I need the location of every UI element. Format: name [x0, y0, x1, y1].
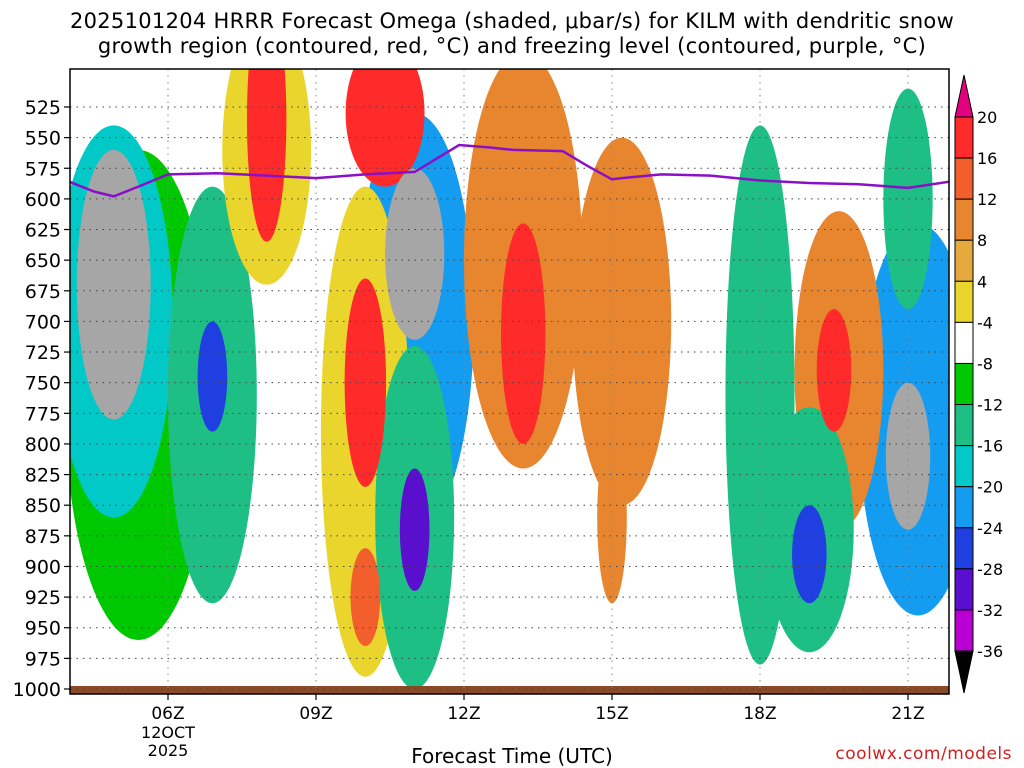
plot-frame	[69, 68, 950, 695]
omega-cell	[246, 69, 287, 242]
colorbar-segment	[954, 568, 974, 611]
y-tick-label: 625	[25, 220, 61, 242]
y-tick-label: 900	[25, 556, 61, 578]
colorbar-segment	[954, 157, 974, 200]
colorbar-label: -28	[977, 560, 1003, 579]
omega-cell	[792, 505, 827, 604]
omega-cell	[501, 223, 546, 444]
omega-cell	[883, 88, 933, 310]
colorbar-segment	[954, 198, 974, 241]
colorbar-label: 16	[977, 149, 997, 168]
y-tick-label: 800	[25, 434, 61, 456]
x-tick-year-label: 2025	[148, 741, 189, 760]
grid-lines	[70, 69, 949, 694]
y-tick-label: 550	[25, 128, 61, 150]
chart-title-line-1: 2025101204 HRRR Forecast Omega (shaded, …	[69, 9, 955, 33]
colorbar-segment	[954, 404, 974, 447]
freezing-level-line	[70, 143, 949, 198]
colorbar-bottom-arrow	[954, 650, 974, 694]
y-tick-label: 950	[25, 618, 61, 640]
colorbar-label: 8	[977, 231, 987, 250]
colorbar-label: -20	[977, 478, 1003, 497]
y-tick-label: 825	[25, 465, 61, 487]
x-tick-label: 12Z	[447, 704, 480, 724]
x-tick-label: 06Z	[151, 704, 184, 724]
colorbar-label: -8	[977, 354, 993, 373]
omega-cell	[385, 168, 445, 340]
omega-cell	[597, 431, 627, 604]
y-tick-label: 675	[25, 281, 61, 303]
colorbar-segment	[954, 321, 974, 364]
x-tick-label: 18Z	[743, 704, 776, 724]
omega-cell	[816, 309, 852, 432]
chart-title-line-2: growth region (contoured, red, °C) and f…	[97, 34, 927, 58]
colorbar-segment	[954, 527, 974, 570]
y-tick-label: 850	[25, 495, 61, 517]
y-tick-label: 775	[25, 403, 61, 425]
ground-surface	[70, 686, 949, 694]
y-tick-label: 575	[25, 158, 61, 180]
colorbar-label: -32	[977, 601, 1003, 620]
y-tick-label: 975	[25, 648, 61, 670]
colorbar-label: 4	[977, 272, 987, 291]
omega-cell	[350, 548, 381, 647]
y-axis: 525 550 575 600 625 650 675 700 725 750 775 800 825 8…	[13, 97, 70, 701]
colorbar-segment	[954, 609, 974, 652]
y-tick-label: 600	[25, 189, 61, 211]
colorbar-segment	[954, 445, 974, 488]
colorbar-top-arrow	[954, 74, 974, 118]
colorbar-segment	[954, 239, 974, 282]
colorbar-label: -4	[977, 313, 993, 332]
y-tick-label: 650	[25, 250, 61, 272]
colorbar-label: 20	[977, 108, 997, 127]
y-tick-label: 925	[25, 587, 61, 609]
colorbar-segment	[954, 116, 974, 159]
colorbar-label: 12	[977, 190, 997, 209]
colorbar: 20 16 12 8 4 -4 -8 -12 -16 -20 -24 -28 -32 -36	[954, 74, 1003, 694]
y-tick-label: 875	[25, 526, 61, 548]
x-tick-label: 21Z	[891, 704, 924, 724]
colorbar-label: -12	[977, 396, 1003, 415]
y-tick-label: 525	[25, 97, 61, 119]
y-tick-label: 700	[25, 311, 61, 333]
source-credit: coolwx.com/models	[835, 744, 1012, 764]
x-tick-label: 15Z	[595, 704, 628, 724]
x-tick-label: 09Z	[299, 704, 332, 724]
colorbar-label: -24	[977, 519, 1003, 538]
colorbar-label: -16	[977, 437, 1003, 456]
colorbar-segment	[954, 362, 974, 406]
x-axis-title: Forecast Time (UTC)	[411, 744, 613, 768]
omega-cell	[399, 468, 430, 591]
colorbar-label: -36	[977, 642, 1003, 661]
y-tick-label: 1000	[13, 679, 61, 701]
omega-cell	[345, 69, 425, 187]
colorbar-segment	[954, 280, 974, 323]
omega-cell	[76, 149, 151, 420]
x-tick-date-label: 12OCT	[141, 723, 195, 742]
y-tick-label: 750	[25, 373, 61, 395]
omega-cell	[885, 382, 931, 530]
omega-cell	[197, 321, 228, 432]
colorbar-segment	[954, 486, 974, 529]
omega-cell	[344, 278, 387, 487]
y-tick-label: 725	[25, 342, 61, 364]
